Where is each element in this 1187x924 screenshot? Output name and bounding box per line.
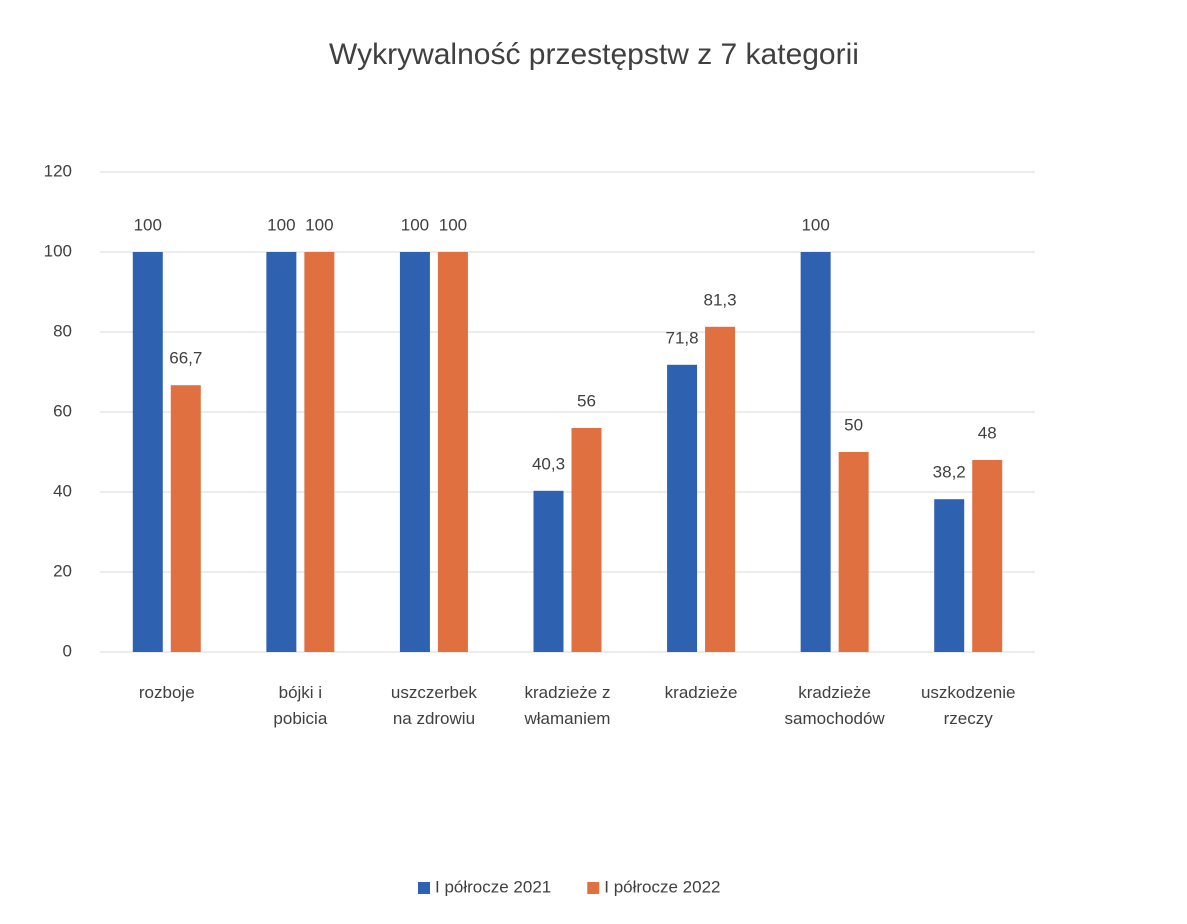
legend-swatch (587, 882, 600, 894)
bar (266, 252, 297, 652)
bar (571, 428, 602, 652)
data-label: 38,2 (933, 463, 966, 482)
data-label: 100 (401, 215, 429, 234)
data-label: 71,8 (666, 328, 699, 347)
data-label: 100 (134, 215, 162, 234)
bar (132, 252, 163, 652)
x-tick-label: kradzieże (664, 683, 738, 702)
legend-swatch (418, 882, 430, 894)
data-label: 81,3 (704, 290, 737, 309)
data-label: 40,3 (532, 454, 565, 473)
y-tick-label: 120 (44, 161, 72, 180)
data-label: 100 (439, 215, 467, 234)
y-tick-label: 60 (53, 401, 72, 420)
bar (838, 452, 869, 652)
y-tick-label: 80 (53, 321, 72, 340)
bar (972, 460, 1003, 652)
legend-label: I półrocze 2022 (604, 877, 720, 896)
x-tick-label: rozboje (138, 683, 195, 702)
bar (437, 252, 468, 652)
data-label: 50 (844, 415, 863, 434)
bar (304, 252, 335, 652)
bar (399, 252, 430, 652)
data-label: 100 (267, 215, 295, 234)
x-tick-label: kradzieże samochodów (784, 683, 885, 728)
data-label: 56 (577, 391, 596, 410)
x-tick-label: kradzieże z włamaniem (524, 683, 611, 728)
bar (667, 364, 698, 652)
y-tick-label: 20 (53, 561, 72, 580)
data-label: 48 (978, 423, 997, 442)
bar (800, 252, 831, 652)
x-tick-label: bójki i pobicia (273, 683, 328, 728)
y-tick-label: 0 (63, 641, 72, 660)
data-label: 100 (801, 215, 829, 234)
x-tick-label: uszkodzenie rzeczy (920, 683, 1016, 728)
data-label: 100 (305, 215, 333, 234)
data-label: 66,7 (169, 349, 202, 368)
bar (533, 490, 564, 652)
y-tick-label: 100 (44, 241, 72, 260)
chart-title: Wykrywalność przestępstw z 7 kategorii (329, 38, 859, 71)
y-tick-label: 40 (53, 481, 72, 500)
bar (705, 326, 736, 652)
legend-label: I półrocze 2021 (435, 877, 551, 896)
bar (934, 499, 965, 652)
bar (170, 385, 201, 652)
x-tick-label: uszczerbek na zdrowiu (390, 683, 477, 728)
